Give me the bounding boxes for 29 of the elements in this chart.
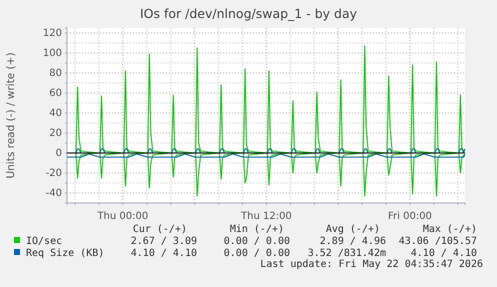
- x-tick-label: Thu 12:00: [240, 211, 292, 222]
- text: 2.89 / 4.96: [320, 236, 386, 247]
- x-tick-label: Thu 00:00: [96, 211, 148, 222]
- y-tick-label: 120: [42, 28, 62, 40]
- text: Max (-/+): [422, 224, 477, 235]
- y-tick-label: 100: [42, 48, 62, 60]
- text: 0.00 / 0.00: [224, 236, 290, 247]
- text: 2.67 / 3.09: [130, 236, 197, 247]
- text: 43.06 /105.57: [398, 236, 477, 247]
- chart-title: IOs for /dev/nlnog/swap_1 - by day: [140, 6, 358, 21]
- text: Avg (-/+): [326, 224, 380, 235]
- legend-label: Req Size (KB): [26, 248, 104, 259]
- y-axis-title: Units read (-) / write (+): [5, 52, 17, 179]
- text: 0.00 / 0.00: [224, 248, 290, 259]
- y-tick-label: -40: [46, 188, 62, 200]
- y-tick-label: 40: [49, 108, 62, 120]
- y-tick-label: 80: [49, 68, 62, 80]
- legend-label: IO/sec: [26, 236, 62, 247]
- y-tick-label: 60: [49, 88, 62, 100]
- y-tick-label: 0: [56, 148, 62, 160]
- text: Min (-/+): [230, 224, 284, 235]
- x-tick-label: Fri 00:00: [388, 211, 432, 222]
- text: Cur (-/+): [132, 224, 187, 235]
- text: 4.10 / 4.10: [130, 248, 197, 259]
- text: Last update: Fri May 22 04:35:47 2026: [260, 259, 483, 270]
- y-tick-label: 20: [49, 128, 62, 140]
- text: 4.10 / 4.10: [410, 248, 477, 259]
- y-tick-label: -20: [46, 168, 62, 180]
- text: 3.52 /831.42m: [308, 248, 386, 259]
